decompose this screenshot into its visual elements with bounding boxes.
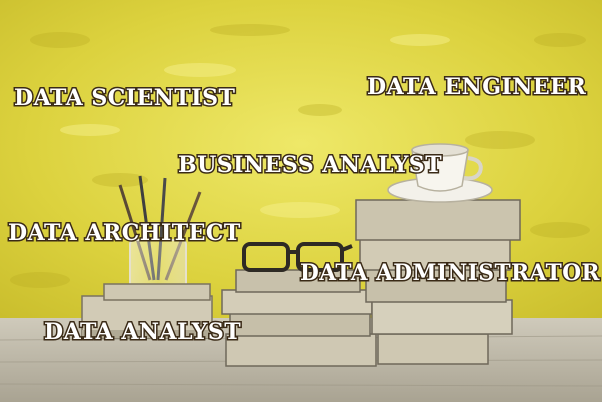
wall-texture: [10, 24, 590, 288]
middle-book-stack: [221, 242, 377, 367]
label-business-analyst: BUSINESS ANALYST: [178, 152, 442, 178]
left-book-stack: [81, 283, 213, 339]
label-data-administrator: DATA ADMINISTRATOR: [300, 260, 600, 286]
label-data-analyst: DATA ANALYST: [44, 319, 241, 345]
label-data-architect: DATA ARCHITECT: [8, 220, 241, 246]
eyeglasses: [242, 242, 353, 272]
wall-highlights: [60, 34, 450, 218]
right-book-stack: [355, 143, 521, 365]
label-data-engineer: DATA ENGINEER: [367, 74, 586, 100]
coffee-cup: [387, 143, 493, 203]
label-data-scientist: DATA SCIENTIST: [14, 85, 235, 111]
